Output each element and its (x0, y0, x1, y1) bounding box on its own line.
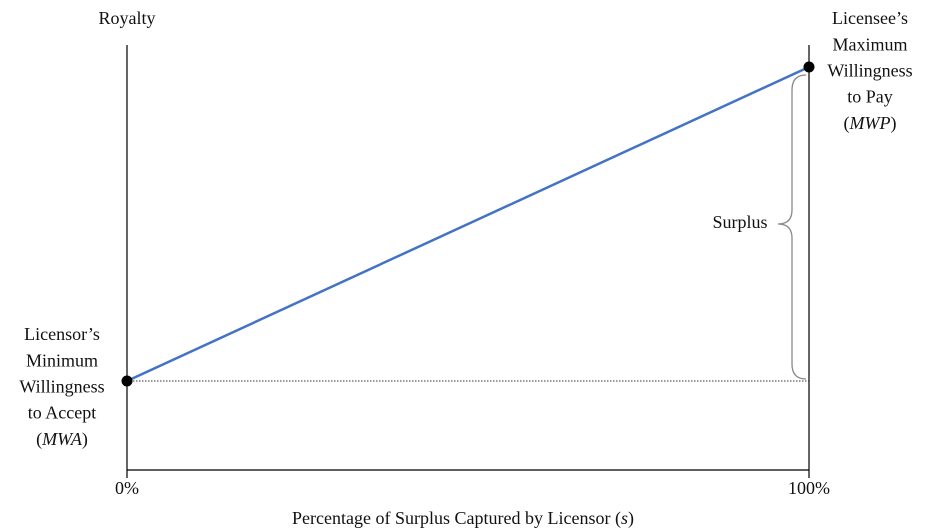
surplus-brace (777, 74, 807, 380)
mwp-label: Willingness (827, 61, 912, 81)
point-mwp (803, 61, 815, 73)
mwa-label: Willingness (19, 377, 104, 397)
text-part: ) (890, 113, 896, 134)
mwp-label: (MWP) (844, 113, 897, 134)
text-part: ( (36, 429, 42, 450)
brace-label: Surplus (712, 212, 767, 232)
x-tick-label: 100% (788, 478, 830, 498)
point-mwa (121, 375, 133, 387)
text-part: ) (82, 429, 88, 450)
text-part: s (621, 508, 628, 528)
mwa-label: Licensor’s (24, 324, 100, 344)
mwp-label: Licensee’s (832, 8, 908, 28)
text-part: ( (844, 113, 850, 134)
y-axis-label: Royalty (99, 8, 156, 28)
text-part: ) (628, 508, 634, 529)
mwa-label: to Accept (28, 403, 96, 423)
x-axis-title: Percentage of Surplus Captured by Licens… (292, 508, 634, 529)
text-part: Percentage of Surplus Captured by Licens… (292, 508, 621, 529)
text-part: MWA (41, 429, 83, 449)
mwp-label: to Pay (847, 87, 893, 107)
mwa-label: (MWA) (36, 429, 88, 450)
text-part: MWP (849, 113, 891, 133)
royalty-line (126, 65, 810, 383)
x-tick-label: 0% (115, 478, 139, 498)
mwp-label: Maximum (833, 34, 908, 54)
mwa-label: Minimum (26, 350, 98, 370)
